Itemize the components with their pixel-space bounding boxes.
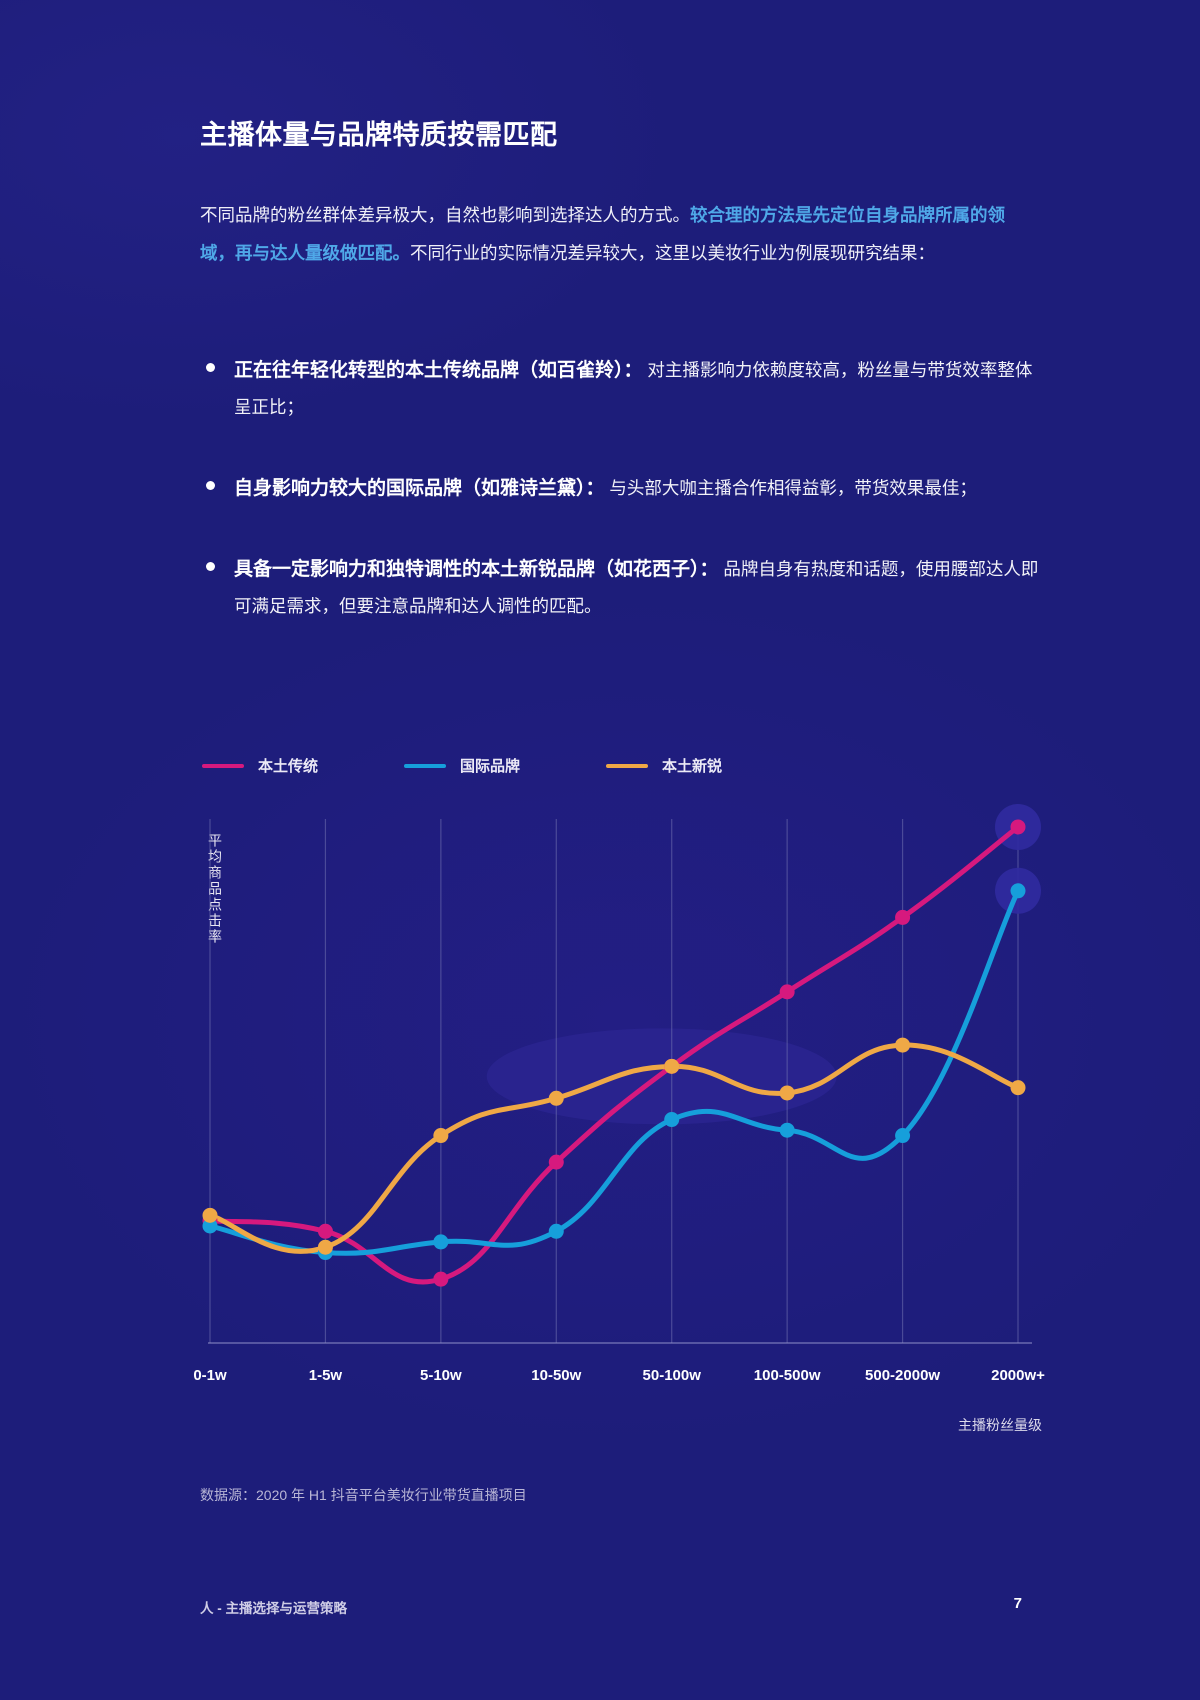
legend-item-guoji-pinpai[interactable]: 国际品牌 [404,755,520,776]
chart-x-axis-label: 主播粉丝量级 [958,1417,1042,1433]
x-axis-tick-label: 100-500w [753,1367,821,1384]
bullet-list: 正在往年轻化转型的本土传统品牌（如百雀羚）： 对主播影响力依赖度较高，粉丝量与带… [200,352,1040,669]
intro-highlight: 较合理的方法是先定位自身品牌所属的领域，再与达人量级做匹配。 [200,205,1005,263]
bullet-dot-icon [206,562,215,571]
legend-label: 国际品牌 [460,758,521,775]
data-source-note: 数据源：2020 年 H1 抖音平台美妆行业带货直播项目 [200,1487,527,1503]
legend-item-bentu-chuantong[interactable]: 本土传统 [202,755,318,776]
legend-label: 本土新锐 [662,758,723,775]
list-item: 具备一定影响力和独特调性的本土新锐品牌（如花西子）： 品牌自身有热度和话题，使用… [200,551,1040,625]
legend-item-bentu-xinrui[interactable]: 本土新锐 [606,755,722,776]
list-item-text: 对主播影响力依赖度较高，粉丝量与带货效率整体呈正比； [234,360,1033,417]
legend-swatch-icon [404,763,447,768]
line-chart: 本土传统 国际品牌 本土新锐 平均商品点击率 0-1w 1-5w 5-10w 10-5… [190,755,1050,1455]
x-axis-tick-label: 1-5w [308,1367,343,1384]
x-axis-tick-label: 50-100w [642,1367,701,1384]
x-axis-tick-label: 0-1w [193,1367,227,1384]
chart-svg [202,803,1041,1344]
chart-legend: 本土传统 国际品牌 本土新锐 [202,755,808,776]
chart-plot-area [190,797,1050,1357]
legend-swatch-icon [202,763,244,768]
x-axis-tick-label: 2000w+ [991,1367,1045,1384]
legend-swatch-icon [606,763,649,768]
page-title: 主播体量与品牌特质按需匹配 [200,120,558,150]
list-item-lead: 自身影响力较大的国际品牌（如雅诗兰黛）： [234,478,605,499]
intro-part2: 不同行业的实际情况差异较大，这里以美妆行业为例展现研究结果： [410,243,935,263]
bullet-dot-icon [206,481,215,490]
list-item: 正在往年轻化转型的本土传统品牌（如百雀羚）： 对主播影响力依赖度较高，粉丝量与带… [200,352,1040,426]
list-item-lead: 具备一定影响力和独特调性的本土新锐品牌（如花西子）： [234,559,719,580]
legend-label: 本土传统 [258,758,319,775]
bullet-dot-icon [206,363,215,372]
x-axis-tick-label: 5-10w [419,1367,462,1384]
intro-paragraph: 不同品牌的粉丝群体差异极大，自然也影响到选择达人的方式。较合理的方法是先定位自身… [200,196,1038,272]
list-item: 自身影响力较大的国际品牌（如雅诗兰黛）： 与头部大咖主播合作相得益彰，带货效果最… [200,470,1040,507]
x-axis-tick-label: 10-50w [531,1367,582,1384]
list-item-text: 与头部大咖主播合作相得益彰，带货效果最佳； [604,478,977,498]
chart-x-axis-ticks: 0-1w 1-5w 5-10w 10-50w 50-100w 100-500w 500-20… [190,1367,1050,1391]
chart-y-axis-label: 平均商品点击率 [207,833,223,945]
footer-section-label: 人 - 主播选择与运营策略 [200,1601,347,1616]
list-item-text: 品牌自身有热度和话题，使用腰部达人即可满足需求，但要注意品牌和达人调性的匹配。 [234,559,1039,616]
intro-part1: 不同品牌的粉丝群体差异极大，自然也影响到选择达人的方式。 [200,205,690,225]
page-number: 7 [1013,1595,1022,1612]
x-axis-tick-label: 500-2000w [865,1367,941,1384]
list-item-lead: 正在往年轻化转型的本土传统品牌（如百雀羚）： [234,360,643,381]
